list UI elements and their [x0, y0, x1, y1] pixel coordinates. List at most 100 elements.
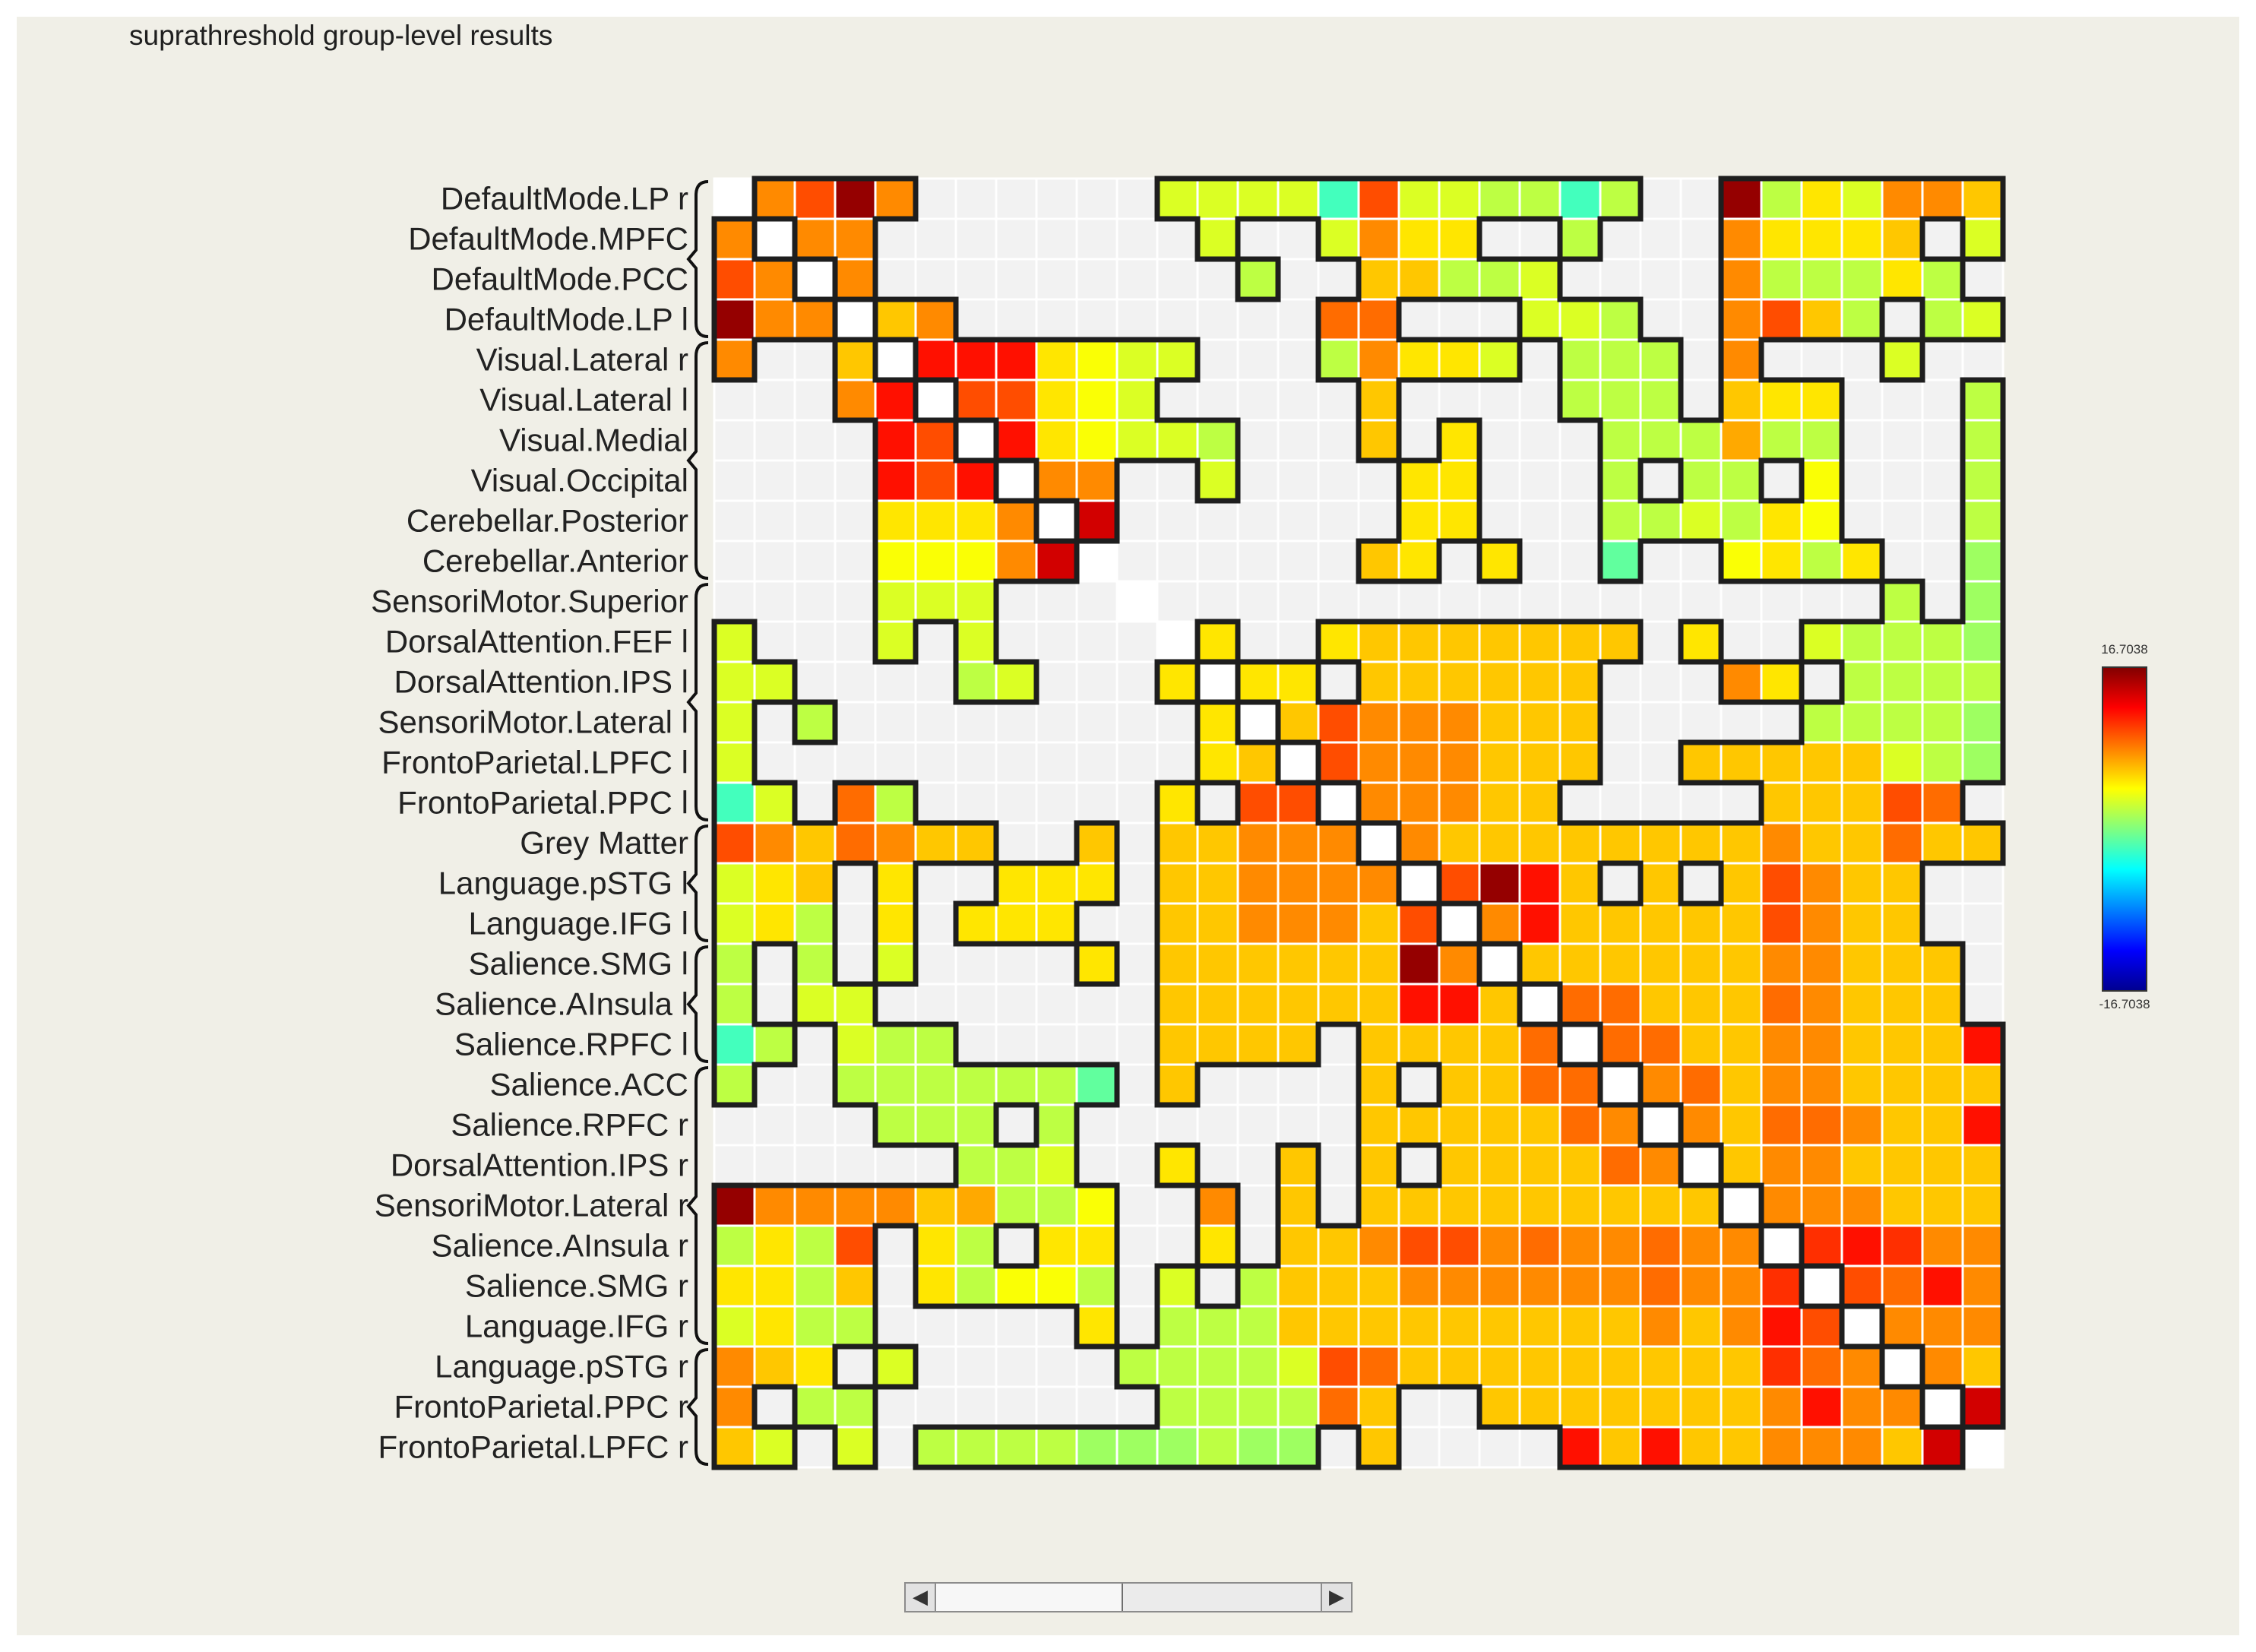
- matrix-cell-6-5: [914, 419, 957, 462]
- matrix-cell-21-8: [1035, 1023, 1078, 1066]
- matrix-cell-19-18: [1438, 942, 1481, 986]
- matrix-cell-29-15: [1317, 1345, 1360, 1388]
- matrix-cell-22-29: [1881, 1063, 1924, 1106]
- matrix-cell-28-10: [1115, 1305, 1159, 1348]
- matrix-cell-6-3: [834, 419, 877, 462]
- matrix-cell-28-22: [1599, 1305, 1642, 1348]
- horizontal-scrollbar[interactable]: ◀ ▶: [904, 1582, 1353, 1612]
- matrix-cell-18-1: [753, 902, 796, 945]
- matrix-cell-2-25: [1720, 258, 1763, 301]
- matrix-cell-30-13: [1236, 1385, 1280, 1429]
- matrix-cell-0-16: [1357, 177, 1400, 220]
- matrix-cell-8-10: [1115, 499, 1159, 543]
- matrix-cell-9-30: [1921, 540, 1964, 583]
- matrix-cell-11-30: [1921, 620, 1964, 663]
- matrix-cell-1-12: [1196, 217, 1239, 261]
- matrix-cell-17-8: [1035, 862, 1078, 905]
- matrix-cell-18-13: [1236, 902, 1280, 945]
- matrix-cell-9-22: [1599, 540, 1642, 583]
- matrix-cell-14-8: [1035, 741, 1078, 784]
- matrix-cell-20-7: [995, 983, 1038, 1026]
- matrix-cell-14-30: [1921, 741, 1964, 784]
- matrix-cell-6-4: [874, 419, 917, 462]
- matrix-cell-14-26: [1760, 741, 1803, 784]
- matrix-cell-10-24: [1679, 580, 1723, 623]
- matrix-cell-20-18: [1438, 983, 1481, 1026]
- matrix-cell-29-24: [1679, 1345, 1723, 1388]
- matrix-cell-14-27: [1800, 741, 1843, 784]
- matrix-cell-1-4: [874, 217, 917, 261]
- matrix-cell-8-31: [1961, 499, 2004, 543]
- matrix-cell-16-24: [1679, 821, 1723, 865]
- matrix-cell-24-15: [1317, 1144, 1360, 1187]
- matrix-cell-21-3: [834, 1023, 877, 1066]
- matrix-cell-22-1: [753, 1063, 796, 1106]
- matrix-cell-12-12: [1196, 660, 1239, 704]
- matrix-cell-13-24: [1679, 701, 1723, 744]
- matrix-cell-10-19: [1478, 580, 1521, 623]
- matrix-cell-7-8: [1035, 459, 1078, 502]
- matrix-cell-3-22: [1599, 298, 1642, 341]
- matrix-cell-8-7: [995, 499, 1038, 543]
- matrix-cell-30-26: [1760, 1385, 1803, 1429]
- matrix-cell-7-11: [1156, 459, 1199, 502]
- group-bracket-3: [686, 824, 709, 942]
- matrix-cell-13-26: [1760, 701, 1803, 744]
- matrix-cell-23-0: [713, 1103, 756, 1147]
- matrix-cell-3-4: [874, 298, 917, 341]
- matrix-cell-14-6: [954, 741, 998, 784]
- matrix-cell-19-9: [1075, 942, 1119, 986]
- matrix-cell-19-12: [1196, 942, 1239, 986]
- matrix-cell-24-21: [1558, 1144, 1602, 1187]
- matrix-cell-0-8: [1035, 177, 1078, 220]
- matrix-cell-14-19: [1478, 741, 1521, 784]
- matrix-cell-3-3: [834, 298, 877, 341]
- matrix-cell-9-10: [1115, 540, 1159, 583]
- matrix-cell-14-12: [1196, 741, 1239, 784]
- matrix-cell-2-4: [874, 258, 917, 301]
- matrix-cell-21-7: [995, 1023, 1038, 1066]
- row-label: DorsalAttention.FEF l: [385, 624, 688, 660]
- matrix-cell-2-29: [1881, 258, 1924, 301]
- matrix-cell-25-22: [1599, 1184, 1642, 1227]
- matrix-cell-13-16: [1357, 701, 1400, 744]
- matrix-cell-20-30: [1921, 983, 1964, 1026]
- matrix-cell-21-29: [1881, 1023, 1924, 1066]
- matrix-cells: [711, 176, 2006, 1470]
- matrix-cell-21-0: [713, 1023, 756, 1066]
- matrix-cell-21-18: [1438, 1023, 1481, 1066]
- matrix-cell-4-22: [1599, 338, 1642, 381]
- matrix-cell-25-0: [713, 1184, 756, 1227]
- matrix-cell-6-17: [1397, 419, 1441, 462]
- matrix-cell-25-26: [1760, 1184, 1803, 1227]
- matrix-cell-13-22: [1599, 701, 1642, 744]
- matrix-cell-6-20: [1518, 419, 1561, 462]
- matrix-cell-16-19: [1478, 821, 1521, 865]
- matrix-cell-7-15: [1317, 459, 1360, 502]
- matrix-cell-6-15: [1317, 419, 1360, 462]
- matrix-cell-14-31: [1961, 741, 2004, 784]
- matrix-cell-13-27: [1800, 701, 1843, 744]
- matrix-cell-15-27: [1800, 781, 1843, 824]
- matrix-cell-26-14: [1277, 1224, 1320, 1267]
- matrix-cell-29-14: [1277, 1345, 1320, 1388]
- matrix-cell-31-2: [793, 1426, 837, 1469]
- matrix-cell-0-28: [1840, 177, 1884, 220]
- matrix-cell-3-13: [1236, 298, 1280, 341]
- matrix-cell-15-14: [1277, 781, 1320, 824]
- matrix-cell-30-16: [1357, 1385, 1400, 1429]
- matrix-cell-0-1: [753, 177, 796, 220]
- matrix-cell-11-29: [1881, 620, 1924, 663]
- matrix-cell-6-28: [1840, 419, 1884, 462]
- matrix-cell-15-3: [834, 781, 877, 824]
- matrix-cell-3-9: [1075, 298, 1119, 341]
- scroll-left-button[interactable]: ◀: [906, 1584, 936, 1611]
- matrix-cell-12-7: [995, 660, 1038, 704]
- row-label: DefaultMode.PCC: [432, 261, 688, 297]
- matrix-cell-1-30: [1921, 217, 1964, 261]
- matrix-cell-13-18: [1438, 701, 1481, 744]
- scroll-right-button[interactable]: ▶: [1321, 1584, 1351, 1611]
- matrix-cell-14-16: [1357, 741, 1400, 784]
- matrix-cell-25-5: [914, 1184, 957, 1227]
- scrollbar-thumb[interactable]: [936, 1584, 1123, 1611]
